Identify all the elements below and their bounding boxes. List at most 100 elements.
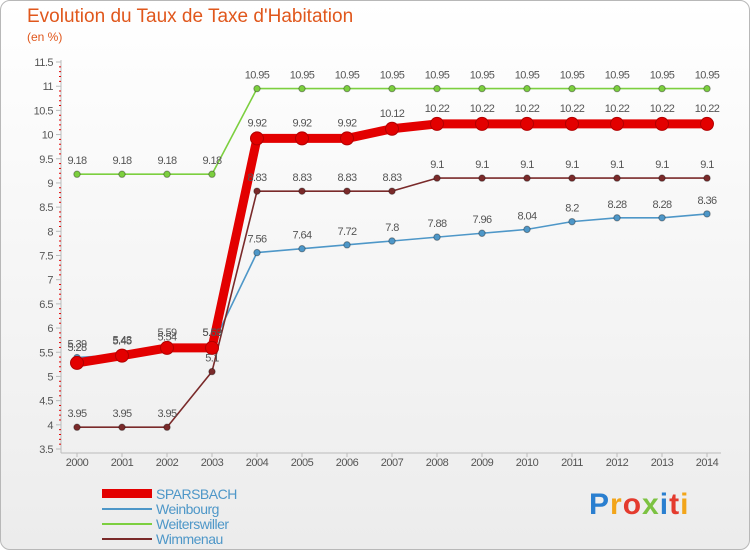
- data-point: [610, 116, 624, 131]
- data-point: [478, 174, 486, 182]
- x-tick-label: 2007: [381, 457, 404, 469]
- data-point: [115, 348, 129, 363]
- data-point: [208, 367, 216, 376]
- data-point: [205, 340, 219, 355]
- proxiti-logo: Proxiti: [589, 488, 689, 522]
- data-label: 10.22: [560, 103, 585, 115]
- x-tick-label: 2003: [201, 457, 224, 469]
- data-label: 10.95: [425, 70, 450, 82]
- data-label: 9.1: [565, 159, 579, 171]
- y-tick-label: 7: [47, 275, 53, 287]
- data-label: 7.88: [427, 218, 446, 230]
- data-point: [250, 131, 264, 146]
- logo-letter: r: [610, 488, 623, 521]
- data-label: 3.95: [67, 408, 86, 420]
- x-tick-label: 2004: [246, 457, 269, 469]
- data-label: 10.95: [290, 70, 315, 82]
- y-tick-label: 9: [47, 178, 53, 190]
- data-label: 10.22: [425, 103, 450, 115]
- data-label: 9.18: [202, 155, 221, 167]
- data-label: 10.22: [650, 103, 675, 115]
- data-label: 10.95: [335, 70, 360, 82]
- x-tick-label: 2008: [426, 457, 449, 469]
- data-point: [208, 170, 216, 178]
- data-point: [73, 170, 81, 178]
- data-label: 8.83: [247, 172, 266, 184]
- y-tick-label: 6: [47, 323, 53, 335]
- data-label: 9.18: [157, 155, 176, 167]
- data-point: [433, 174, 441, 182]
- data-label: 8.83: [337, 172, 356, 184]
- y-tick-label: 9.5: [39, 154, 53, 166]
- data-label: 8.36: [697, 195, 716, 207]
- legend-label-weiterswiller: Weiterswiller: [156, 516, 229, 532]
- y-tick-label: 8: [47, 226, 53, 238]
- data-label: 5.28: [67, 342, 86, 354]
- data-point: [298, 84, 306, 93]
- data-label: 5.54: [157, 331, 176, 343]
- data-label: 10.22: [515, 103, 540, 115]
- data-label: 7.64: [292, 230, 311, 242]
- data-point: [478, 229, 486, 237]
- data-label: 9.1: [610, 159, 624, 171]
- data-label: 3.95: [112, 408, 131, 420]
- data-point: [658, 214, 666, 222]
- data-point: [523, 174, 531, 182]
- data-point: [703, 174, 711, 182]
- data-point: [253, 248, 261, 257]
- y-tick-label: 6.5: [39, 299, 53, 311]
- data-label: 5.63: [202, 327, 221, 339]
- unit-label: (en %): [27, 30, 63, 44]
- data-label: 10.22: [470, 103, 495, 115]
- data-point: [613, 214, 621, 222]
- y-tick-label: 10: [42, 130, 54, 142]
- x-tick-label: 2014: [696, 457, 719, 469]
- data-point: [388, 84, 396, 93]
- data-label: 9.92: [292, 117, 311, 129]
- data-label: 5.43: [112, 335, 131, 347]
- y-tick-label: 11: [43, 81, 54, 93]
- legend-label-wimmenau: Wimmenau: [156, 531, 223, 547]
- x-tick-label: 2011: [561, 457, 583, 469]
- data-point: [70, 355, 84, 370]
- data-label: 5.45: [112, 336, 131, 348]
- data-point: [700, 116, 714, 131]
- data-point: [298, 245, 306, 253]
- data-point: [118, 170, 126, 178]
- data-label: 9.18: [67, 155, 86, 167]
- x-tick-label: 2013: [651, 457, 674, 469]
- data-label: 8.83: [292, 172, 311, 184]
- data-label: 10.95: [470, 70, 495, 82]
- data-point: [163, 170, 171, 178]
- data-point: [565, 116, 579, 131]
- data-label: 7.96: [472, 214, 491, 226]
- data-point: [385, 121, 399, 136]
- x-tick-label: 2006: [336, 457, 359, 469]
- data-label: 8.04: [517, 210, 536, 222]
- data-label: 5.59: [157, 327, 176, 339]
- x-tick-label: 2001: [111, 457, 134, 469]
- y-tick-label: 7.5: [39, 251, 53, 263]
- x-tick-label: 2000: [66, 457, 89, 469]
- y-tick-label: 3.5: [39, 444, 53, 456]
- logo-letter: i: [680, 488, 690, 521]
- data-point: [73, 423, 81, 431]
- logo-letter: P: [589, 488, 611, 521]
- data-label: 8.28: [652, 199, 671, 211]
- data-label: 9.1: [475, 159, 489, 171]
- data-label: 10.12: [380, 108, 405, 120]
- data-point: [475, 116, 489, 131]
- data-label: 8.28: [607, 199, 626, 211]
- data-point: [433, 84, 441, 93]
- data-label: 9.18: [112, 155, 131, 167]
- data-label: 5.39: [67, 339, 86, 351]
- data-point: [433, 233, 441, 241]
- data-point: [343, 187, 351, 195]
- data-point: [253, 84, 261, 93]
- logo-letter: t: [669, 488, 681, 521]
- data-point: [118, 423, 126, 431]
- x-tick-label: 2009: [471, 457, 494, 469]
- data-point: [478, 84, 486, 93]
- data-point: [343, 241, 351, 249]
